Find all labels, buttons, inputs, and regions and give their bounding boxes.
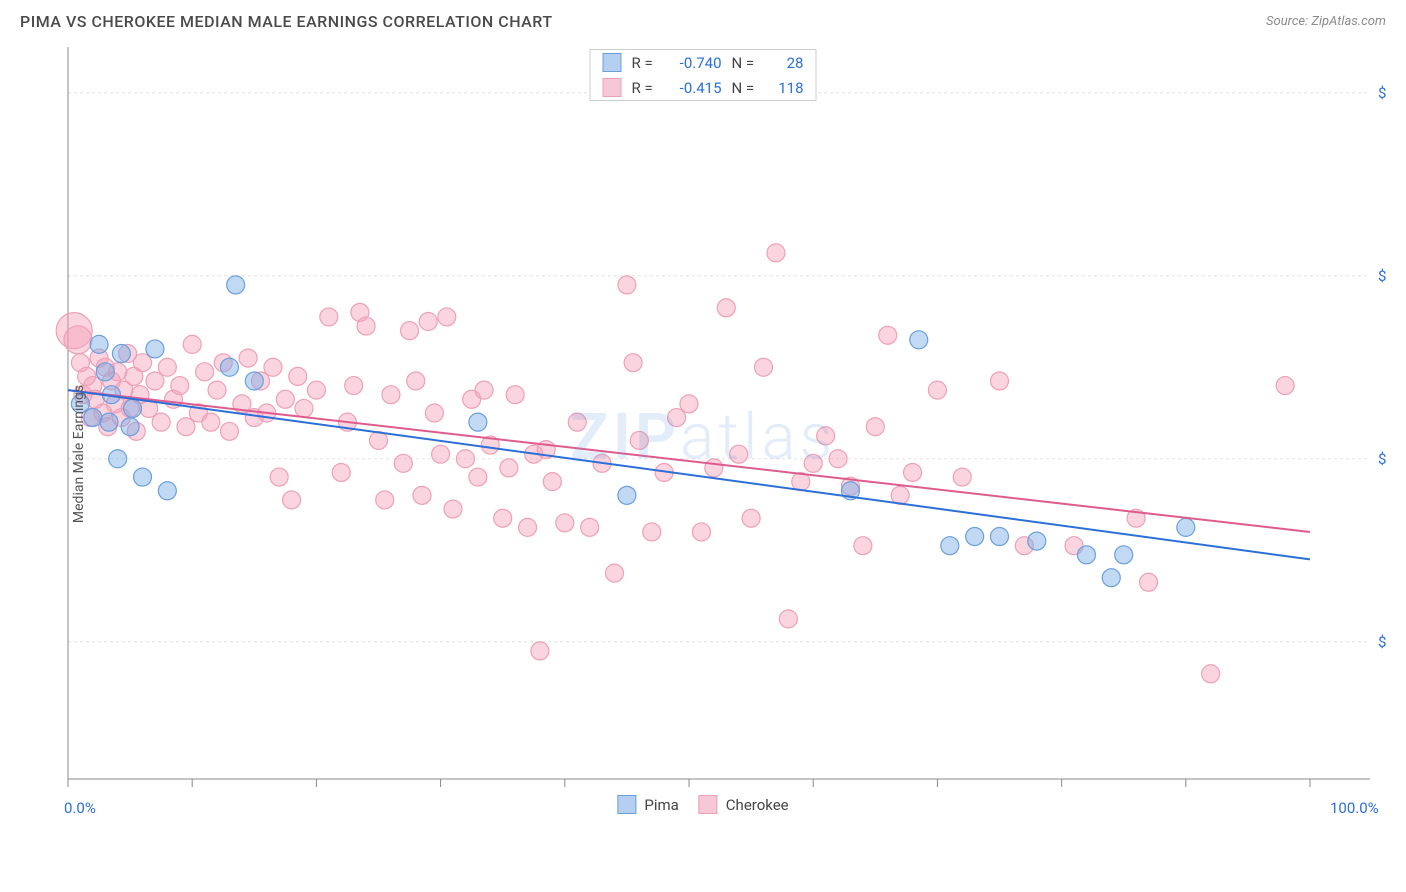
cherokee-swatch (699, 795, 718, 814)
y-axis-label: Median Male Earnings (71, 385, 87, 523)
legend-label: Cherokee (726, 796, 789, 814)
stats-row-pima: R = -0.740 N = 28 (591, 50, 816, 75)
n-value: 118 (770, 79, 804, 97)
svg-text:$40,000: $40,000 (1378, 450, 1386, 468)
cherokee-swatch (603, 78, 622, 97)
scatter-chart: $20,000 $40,000 $60,000 $80,000 (20, 39, 1386, 869)
r-label: R = (632, 79, 660, 97)
n-label: N = (732, 79, 760, 97)
pima-swatch (603, 53, 622, 72)
stats-legend: R = -0.740 N = 28 R = -0.415 N = 118 (590, 49, 817, 101)
n-label: N = (732, 54, 760, 72)
stats-row-cherokee: R = -0.415 N = 118 (591, 75, 816, 100)
svg-text:$20,000: $20,000 (1378, 633, 1386, 651)
r-value: -0.415 (670, 79, 722, 97)
svg-text:$60,000: $60,000 (1378, 267, 1386, 285)
legend-label: Pima (644, 796, 678, 814)
chart-title: PIMA VS CHEROKEE MEDIAN MALE EARNINGS CO… (20, 12, 553, 31)
legend-item-pima: Pima (617, 795, 678, 814)
series-legend: Pima Cherokee (617, 795, 788, 814)
n-value: 28 (770, 54, 804, 72)
legend-item-cherokee: Cherokee (699, 795, 789, 814)
pima-swatch (617, 795, 636, 814)
source-label: Source: ZipAtlas.com (1266, 14, 1386, 29)
r-value: -0.740 (670, 54, 722, 72)
svg-text:$80,000: $80,000 (1378, 84, 1386, 102)
chart-header: PIMA VS CHEROKEE MEDIAN MALE EARNINGS CO… (0, 0, 1406, 39)
x-axis-start-label: 0.0% (64, 799, 96, 817)
x-axis-end-label: 100.0% (1330, 799, 1379, 817)
chart-container: Median Male Earnings $20,000 $40,000 $60,0… (20, 39, 1386, 869)
r-label: R = (632, 54, 660, 72)
